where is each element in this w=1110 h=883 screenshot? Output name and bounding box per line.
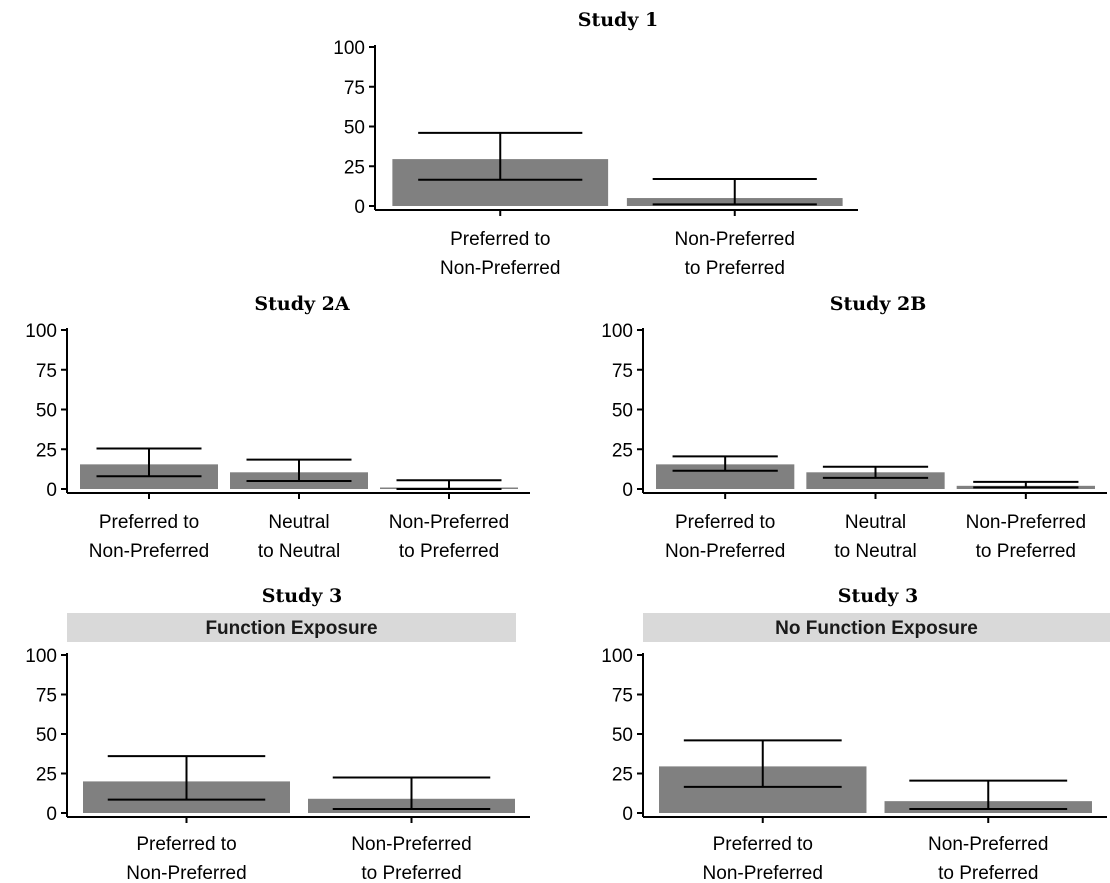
y-tick-label: 100 xyxy=(25,321,57,342)
y-tick-label: 100 xyxy=(25,646,57,667)
chart-title: Study 2A xyxy=(254,293,349,315)
chart-panel-study1: Study 1 0 25 50 75 100 Preferred to Non-Preferr… xyxy=(333,9,858,279)
chart-title: Study 1 xyxy=(578,9,658,31)
chart-title: Study 3 xyxy=(838,585,918,607)
x-tick-label: Preferred to Non-Preferred xyxy=(126,834,246,883)
x-tick-label: Non-Preferred to Preferred xyxy=(966,512,1086,562)
y-tick-label: 0 xyxy=(46,804,57,825)
facet-strip xyxy=(67,613,516,642)
y-tick-label: 25 xyxy=(36,440,57,461)
x-tick-label: Preferred to Non-Preferred xyxy=(440,229,560,279)
y-tick-label: 50 xyxy=(36,401,57,422)
y-tick-label: 100 xyxy=(333,38,365,59)
x-tick-label: Preferred to Non-Preferred xyxy=(703,834,823,883)
y-tick-label: 100 xyxy=(601,646,633,667)
y-tick-label: 75 xyxy=(344,78,365,99)
y-tick-label: 0 xyxy=(622,480,633,501)
y-tick-label: 25 xyxy=(36,765,57,786)
y-tick-label: 75 xyxy=(36,686,57,707)
x-tick-label: Preferred to Non-Preferred xyxy=(89,512,209,562)
chart-title: Study 2B xyxy=(830,293,927,315)
chart-panel-study2b: Study 2B 0 25 50 75 100 Preferred to Non-Prefer… xyxy=(601,293,1107,562)
y-tick-label: 25 xyxy=(344,157,365,178)
x-tick-label: Non-Preferred to Preferred xyxy=(675,229,795,279)
y-tick-label: 50 xyxy=(344,118,365,139)
y-tick-label: 50 xyxy=(612,401,633,422)
y-tick-label: 0 xyxy=(622,804,633,825)
y-tick-label: 0 xyxy=(354,197,365,218)
y-tick-label: 75 xyxy=(36,361,57,382)
y-tick-label: 50 xyxy=(612,725,633,746)
facet-strip-label: No Function Exposure xyxy=(775,618,978,639)
chart-panel-study3_nofunction: Study 3 No Function Exposure 0 25 50 75 100 Pre… xyxy=(601,585,1110,883)
y-tick-label: 75 xyxy=(612,361,633,382)
x-tick-label: Non-Preferred to Preferred xyxy=(351,834,471,883)
facet-strip xyxy=(643,613,1110,642)
x-tick-label: Non-Preferred to Preferred xyxy=(389,512,509,562)
y-tick-label: 50 xyxy=(36,725,57,746)
bar xyxy=(806,472,945,489)
chart-panel-study2a: Study 2A 0 25 50 75 100 Preferred to Non-Prefer… xyxy=(25,293,530,562)
facet-strip-label: Function Exposure xyxy=(205,618,377,639)
x-tick-label: Neutral to Neutral xyxy=(258,512,340,562)
y-tick-label: 0 xyxy=(46,480,57,501)
y-tick-label: 25 xyxy=(612,440,633,461)
y-tick-label: 75 xyxy=(612,686,633,707)
y-tick-label: 25 xyxy=(612,765,633,786)
chart-panel-study3_function: Study 3 Function Exposure 0 25 50 75 100 Prefer… xyxy=(25,585,530,883)
chart-title: Study 3 xyxy=(262,585,342,607)
x-tick-label: Non-Preferred to Preferred xyxy=(928,834,1048,883)
y-tick-label: 100 xyxy=(601,321,633,342)
x-tick-label: Preferred to Non-Preferred xyxy=(665,512,785,562)
x-tick-label: Neutral to Neutral xyxy=(834,512,916,562)
